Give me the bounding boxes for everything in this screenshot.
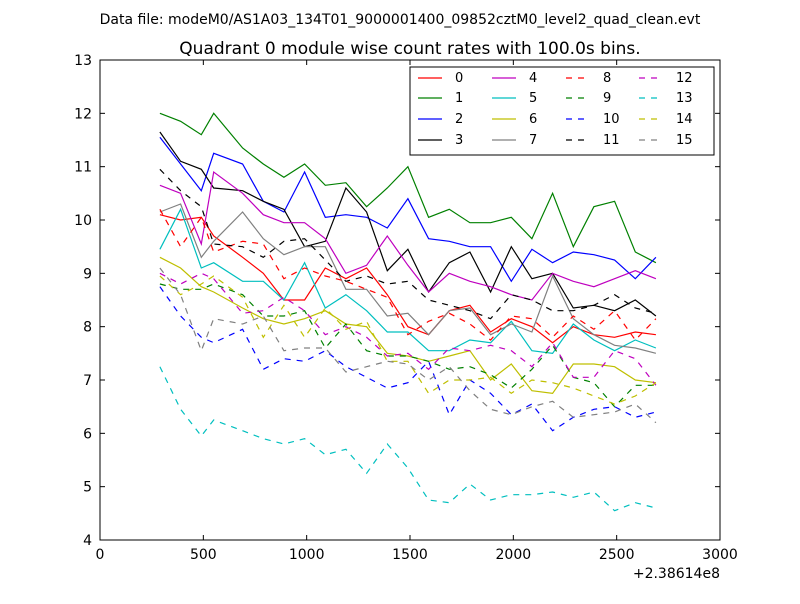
- series-line-11: [159, 168, 657, 320]
- series-line-12: [159, 272, 657, 386]
- legend-label-15: 15: [676, 133, 693, 148]
- legend-label-9: 9: [603, 91, 611, 106]
- legend-label-14: 14: [676, 112, 693, 127]
- legend-label-8: 8: [603, 71, 611, 86]
- y-tick-label: 8: [83, 320, 92, 336]
- series-line-2: [159, 136, 657, 283]
- legend-frame: [409, 66, 715, 156]
- legend-label-7: 7: [529, 133, 537, 148]
- x-tick-label: 500: [190, 547, 217, 563]
- series-layer: [159, 112, 657, 512]
- series-line-4: [159, 170, 657, 301]
- legend-label-6: 6: [529, 112, 537, 127]
- chart-title: Quadrant 0 module wise count rates with …: [179, 39, 640, 59]
- series-line-15: [159, 267, 657, 424]
- legend-label-10: 10: [603, 112, 620, 127]
- x-tick-label: 0: [96, 547, 105, 563]
- y-tick-label: 11: [74, 160, 92, 176]
- x-tick-label: 1500: [392, 547, 428, 563]
- series-line-6: [159, 256, 656, 394]
- x-tick-label: 2500: [599, 547, 635, 563]
- legend-label-11: 11: [603, 133, 620, 148]
- legend-label-3: 3: [455, 133, 463, 148]
- x-tick-label: 2000: [496, 547, 532, 563]
- legend-label-2: 2: [455, 112, 463, 127]
- legend-label-5: 5: [529, 91, 537, 106]
- y-tick-label: 12: [74, 106, 92, 122]
- y-tick-label: 13: [74, 53, 92, 69]
- y-tick-label: 5: [83, 480, 92, 496]
- series-line-13: [159, 366, 657, 512]
- legend-label-1: 1: [455, 91, 463, 106]
- y-tick-label: 10: [74, 213, 92, 229]
- suptitle: Data file: modeM0/AS1A03_134T01_90000014…: [100, 12, 701, 28]
- y-tick-label: 4: [83, 533, 92, 549]
- series-line-5: [159, 207, 657, 354]
- y-tick-label: 6: [83, 426, 92, 442]
- legend-label-4: 4: [529, 71, 537, 86]
- y-tick-label: 7: [83, 373, 92, 389]
- series-line-7: [159, 203, 657, 354]
- legend-label-12: 12: [676, 71, 693, 86]
- series-line-0: [159, 214, 656, 344]
- x-offset-label: +2.38614e8: [633, 566, 720, 582]
- legend-label-13: 13: [676, 91, 693, 106]
- series-line-9: [159, 283, 656, 408]
- series-line-1: [159, 112, 657, 264]
- series-line-8: [159, 209, 657, 341]
- series-line-3: [159, 131, 657, 317]
- legend-label-0: 0: [455, 71, 463, 86]
- series-line-14: [159, 275, 657, 405]
- x-tick-label: 3000: [702, 547, 738, 563]
- y-tick-label: 9: [83, 266, 92, 282]
- x-tick-label: 1000: [289, 547, 325, 563]
